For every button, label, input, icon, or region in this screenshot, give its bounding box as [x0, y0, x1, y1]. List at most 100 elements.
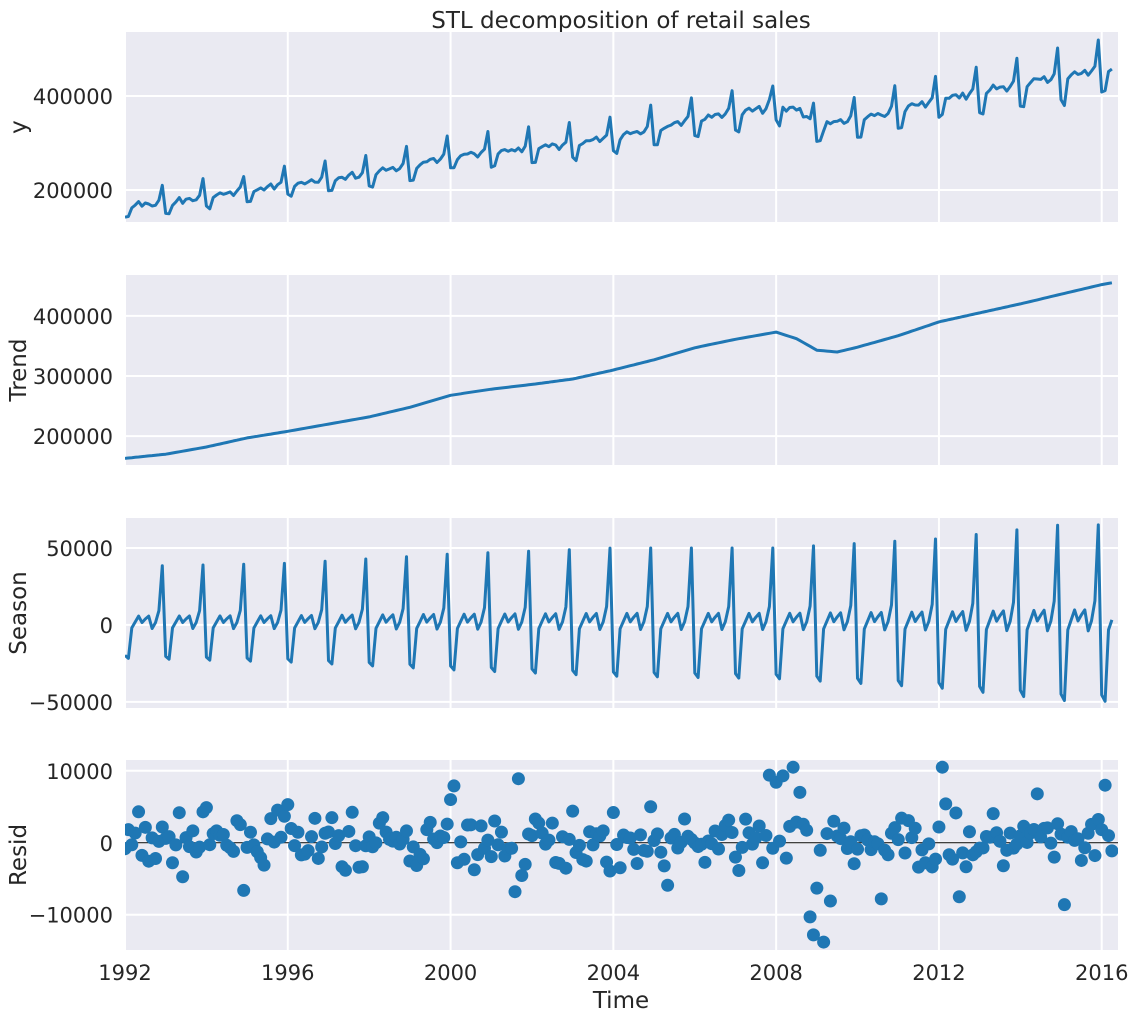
resid-point [338, 863, 352, 877]
resid-point [511, 772, 525, 786]
resid-point [922, 837, 936, 851]
resid-point [525, 829, 539, 843]
chart-title: STL decomposition of retail sales [431, 8, 810, 34]
resid-point [847, 857, 861, 871]
resid-point [613, 861, 627, 875]
resid-point [932, 820, 946, 834]
series-line-y [125, 38, 1113, 219]
resid-point [1088, 849, 1102, 863]
resid-point [630, 856, 644, 870]
resid-point [1091, 812, 1105, 826]
resid-point [779, 851, 793, 865]
resid-point [321, 825, 335, 839]
resid-point [545, 816, 559, 830]
x-tick-label: 2012 [912, 961, 965, 985]
resid-point [959, 860, 973, 874]
resid-point [1105, 844, 1118, 858]
resid-point [532, 816, 546, 830]
resid-point [172, 806, 186, 820]
resid-point [640, 844, 654, 858]
resid-point [1074, 853, 1088, 867]
resid-point [566, 804, 580, 818]
y-tick-label: 200000 [33, 179, 113, 203]
resid-point [650, 827, 664, 841]
y-tick-label: 300000 [33, 365, 113, 389]
resid-point [444, 793, 458, 807]
resid-point [956, 846, 970, 860]
resid-point [572, 838, 586, 852]
resid-point [810, 881, 824, 895]
resid-point [678, 812, 692, 826]
resid-point [562, 832, 576, 846]
x-tick-label: 1996 [261, 961, 314, 985]
resid-point [586, 838, 600, 852]
resid-point [806, 928, 820, 942]
resid-point [1051, 817, 1065, 831]
resid-point [165, 856, 179, 870]
resid-point [823, 894, 837, 908]
resid-point [416, 852, 430, 866]
y-axis-label: Trend [6, 339, 32, 403]
resid-point [813, 843, 827, 857]
resid-point [369, 836, 383, 850]
resid-point [610, 838, 624, 852]
resid-point [986, 807, 1000, 821]
resid-point [962, 825, 976, 839]
resid-point [176, 870, 190, 884]
resid-point [281, 798, 295, 812]
resid-point [596, 824, 610, 838]
resid-point [939, 797, 953, 811]
resid-point [935, 760, 949, 774]
resid-points [125, 760, 1118, 949]
resid-point [908, 821, 922, 835]
resid-point [505, 841, 519, 855]
resid-point [481, 833, 495, 847]
resid-point [891, 833, 905, 847]
series-line-trend [125, 281, 1113, 460]
y-tick-label: 0 [100, 614, 113, 638]
resid-point [128, 826, 142, 840]
resid-point [698, 855, 712, 869]
resid-point [308, 811, 322, 825]
resid-point [203, 838, 217, 852]
series-line-season [125, 523, 1114, 703]
resid-point [508, 885, 522, 899]
resid-point [399, 824, 413, 838]
resid-point [949, 806, 963, 820]
resid-point [803, 910, 817, 924]
resid-point [125, 838, 139, 852]
resid-point [776, 769, 790, 783]
resid-point [1078, 841, 1092, 855]
resid-point [711, 842, 725, 856]
resid-point [749, 831, 763, 845]
resid-point [725, 825, 739, 839]
resid-point [257, 858, 271, 872]
resid-point [277, 809, 291, 823]
resid-point [929, 852, 943, 866]
resid-point [149, 852, 163, 866]
resid-point [169, 838, 183, 852]
x-tick-label: 2000 [424, 961, 477, 985]
resid-point [193, 840, 207, 854]
y-tick-label: 400000 [33, 85, 113, 109]
y-tick-label: 10000 [46, 760, 113, 784]
resid-point [773, 834, 787, 848]
resid-point [515, 868, 529, 882]
resid-point [952, 890, 966, 904]
resid-point [644, 800, 658, 814]
resid-point [579, 854, 593, 868]
y-tick-label: −50000 [29, 691, 113, 715]
resid-point [728, 850, 742, 864]
plot-area [125, 32, 1118, 222]
resid-point [1040, 821, 1054, 835]
resid-point [820, 827, 834, 841]
resid-point [488, 814, 502, 828]
resid-point [376, 811, 390, 825]
resid-point [627, 842, 641, 856]
resid-point [288, 839, 302, 853]
resid-point [945, 852, 959, 866]
resid-point [243, 825, 257, 839]
resid-point [315, 840, 329, 854]
resid-point [888, 821, 902, 835]
